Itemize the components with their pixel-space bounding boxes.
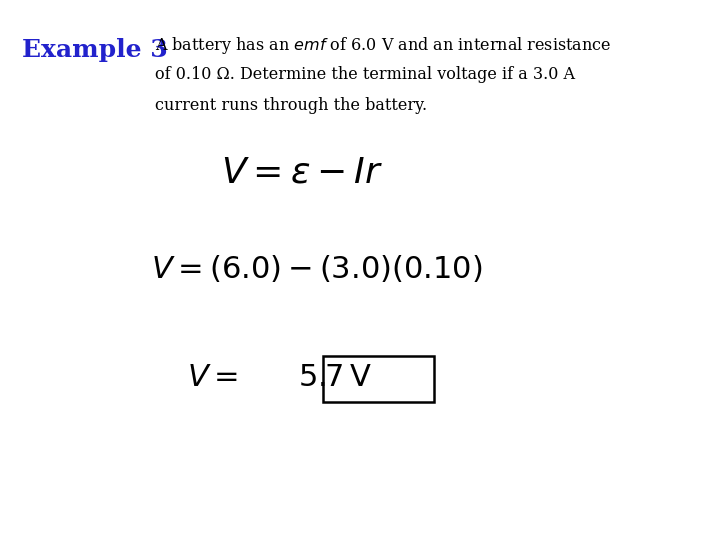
Text: A battery has an $\mathit{emf}$ of 6.0 V and an internal resistance: A battery has an $\mathit{emf}$ of 6.0 V… bbox=[155, 35, 611, 56]
Text: of 0.10 Ω. Determine the terminal voltage if a 3.0 A: of 0.10 Ω. Determine the terminal voltag… bbox=[155, 66, 575, 83]
Text: $V = (6.0) - (3.0)(0.10)$: $V = (6.0) - (3.0)(0.10)$ bbox=[151, 254, 482, 286]
Text: current runs through the battery.: current runs through the battery. bbox=[155, 97, 427, 113]
Text: $V = \varepsilon - Ir$: $V = \varepsilon - Ir$ bbox=[221, 156, 384, 190]
Text: Example 3: Example 3 bbox=[22, 38, 167, 62]
Text: $5.7\,\mathrm{V}$: $5.7\,\mathrm{V}$ bbox=[298, 362, 372, 394]
Text: $V =$: $V =$ bbox=[187, 362, 238, 394]
